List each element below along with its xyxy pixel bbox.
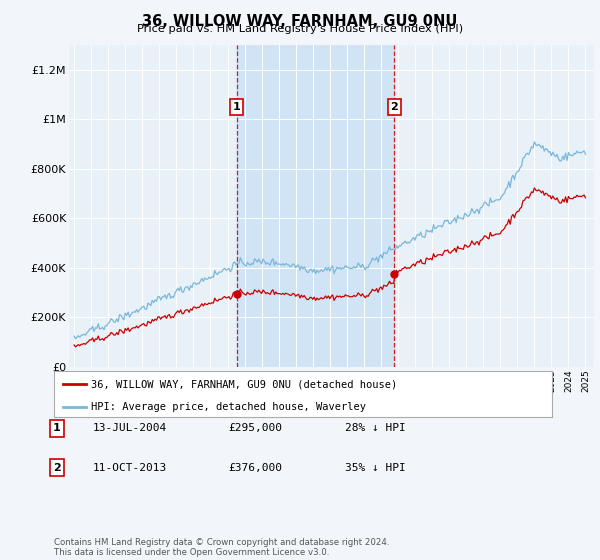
Text: 35% ↓ HPI: 35% ↓ HPI: [345, 463, 406, 473]
Text: HPI: Average price, detached house, Waverley: HPI: Average price, detached house, Wave…: [91, 402, 367, 412]
Text: 1: 1: [233, 102, 241, 112]
Text: 11-OCT-2013: 11-OCT-2013: [93, 463, 167, 473]
Text: Price paid vs. HM Land Registry's House Price Index (HPI): Price paid vs. HM Land Registry's House …: [137, 24, 463, 34]
Text: 36, WILLOW WAY, FARNHAM, GU9 0NU: 36, WILLOW WAY, FARNHAM, GU9 0NU: [142, 14, 458, 29]
Text: 2: 2: [53, 463, 61, 473]
Text: £295,000: £295,000: [228, 423, 282, 433]
Text: 2: 2: [391, 102, 398, 112]
Text: 1: 1: [53, 423, 61, 433]
Text: Contains HM Land Registry data © Crown copyright and database right 2024.
This d: Contains HM Land Registry data © Crown c…: [54, 538, 389, 557]
Bar: [236, 45, 394, 367]
Text: £376,000: £376,000: [228, 463, 282, 473]
Text: 36, WILLOW WAY, FARNHAM, GU9 0NU (detached house): 36, WILLOW WAY, FARNHAM, GU9 0NU (detach…: [91, 379, 398, 389]
Text: 13-JUL-2004: 13-JUL-2004: [93, 423, 167, 433]
Text: 28% ↓ HPI: 28% ↓ HPI: [345, 423, 406, 433]
